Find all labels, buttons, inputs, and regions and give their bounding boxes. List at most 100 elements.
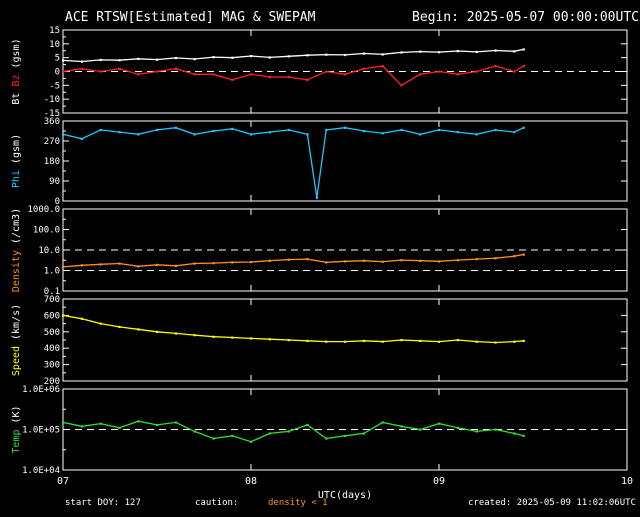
bz-bt-point <box>362 52 365 55</box>
density-point <box>156 263 159 266</box>
density-ytick-label: 1000.0 <box>27 205 60 215</box>
phi-point <box>80 137 83 140</box>
bz-bt-point <box>80 60 83 63</box>
speed-point <box>494 341 497 344</box>
density-point <box>438 260 441 263</box>
speed-point <box>193 334 196 337</box>
speed-point <box>80 317 83 320</box>
density-ytick-label: 1.0 <box>44 267 60 277</box>
phi-point <box>344 126 347 129</box>
created-time: created: 2025-05-09 11:02:06UTC <box>468 498 636 508</box>
density-point <box>212 262 215 265</box>
speed-ytick-label: 300 <box>44 361 60 371</box>
speed-point <box>118 325 121 329</box>
bz-bt-ytick-label: 0 <box>55 68 60 78</box>
speed-ytick-label: 700 <box>44 295 60 305</box>
temp-point <box>62 421 65 424</box>
speed-point <box>381 340 384 343</box>
temp-point <box>513 432 516 435</box>
bz-bt-point <box>118 59 121 62</box>
density-point <box>494 257 497 260</box>
density-ytick-label: 0.1 <box>44 287 60 297</box>
phi-point <box>62 133 65 136</box>
phi-point <box>250 133 253 136</box>
speed-point <box>344 340 347 343</box>
begin-time: Begin: 2025-05-07 00:00:00UTC <box>412 10 639 25</box>
temp-point <box>118 426 121 430</box>
phi-point <box>193 133 196 136</box>
speed-point <box>306 339 309 343</box>
density-point <box>513 255 516 258</box>
bz-bt-point <box>231 78 234 81</box>
bz-bt-point <box>212 56 215 59</box>
speed-point <box>287 339 290 342</box>
bz-bt-point <box>494 64 497 68</box>
speed-ytick-label: 400 <box>44 344 60 354</box>
bz-bt-point <box>137 57 140 60</box>
density-point <box>118 262 121 265</box>
bz-bt-point <box>174 56 177 60</box>
bz-bt-point <box>522 48 525 51</box>
bz-bt-point <box>456 73 459 76</box>
temp-point <box>522 434 525 437</box>
speed-frame <box>62 298 628 382</box>
speed-point <box>325 340 328 343</box>
temp-point <box>306 423 309 427</box>
bz-bt-point <box>287 55 290 58</box>
phi-point <box>212 130 215 133</box>
bz-bt-point <box>419 73 422 76</box>
temp-point <box>80 425 83 428</box>
temp-point <box>456 426 459 430</box>
speed-point <box>137 328 140 331</box>
speed-ylabel-part: (km/s) <box>11 304 22 346</box>
phi-point <box>118 131 121 134</box>
phi-ylabel: Phi (gsm) <box>11 134 22 188</box>
phi-ytick-label: 90 <box>49 177 60 187</box>
bz-bt-point <box>80 67 83 70</box>
bz-bt-ylabel-part: Bt <box>11 93 22 105</box>
bz-bt-point <box>137 73 140 76</box>
start-doy: start DOY: 127 <box>65 498 141 508</box>
bz-bt-point <box>325 70 328 73</box>
phi-ylabel-part: (gsm) <box>11 134 22 170</box>
bz-bt-point <box>212 73 215 76</box>
density-point <box>193 262 196 265</box>
temp-point <box>193 430 196 433</box>
phi-point <box>513 131 516 134</box>
bz-bt-point <box>174 67 177 70</box>
phi-point <box>156 128 159 132</box>
bz-bt-point <box>475 70 478 73</box>
phi-ytick-label: 360 <box>44 117 60 127</box>
bz-bt-point <box>381 64 384 68</box>
bz-bt-ylabel-part: (gsm) <box>11 38 22 74</box>
temp-point <box>287 430 290 433</box>
phi-point <box>268 131 271 134</box>
phi-series-phi-line <box>62 127 524 198</box>
temp-point <box>250 440 253 443</box>
caution-label: caution: <box>195 498 239 508</box>
density-ytick-label: 10.0 <box>38 246 60 256</box>
temp-point <box>419 428 422 431</box>
density-point <box>362 259 365 262</box>
speed-point <box>174 332 177 335</box>
bz-bt-point <box>400 84 403 87</box>
bz-bt-ytick-label: 15 <box>49 26 60 36</box>
phi-point <box>325 128 328 132</box>
density-point <box>80 264 83 267</box>
density-ytick-label: 100.0 <box>33 226 60 236</box>
phi-point <box>174 126 177 129</box>
temp-ylabel: Temp (K) <box>11 405 22 453</box>
density-point <box>456 259 459 262</box>
bz-bt-point <box>400 51 403 54</box>
density-series-density-line <box>62 253 524 268</box>
density-point <box>344 260 347 263</box>
bz-bt-point <box>156 70 159 73</box>
bz-bt-point <box>381 53 384 56</box>
phi-ytick-label: 270 <box>44 137 60 147</box>
phi-point <box>287 128 290 132</box>
speed-point <box>62 314 65 317</box>
bz-bt-point <box>306 54 309 57</box>
temp-point <box>137 420 140 423</box>
phi-ylabel-part: Phi <box>11 170 22 188</box>
